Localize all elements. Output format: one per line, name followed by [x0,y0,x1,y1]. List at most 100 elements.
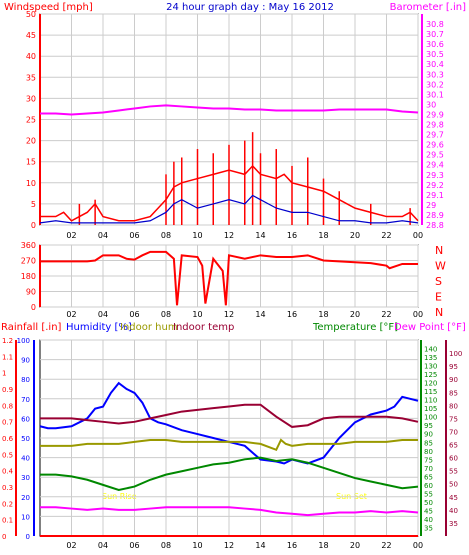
temperature-axis-title: Temperature [°F] [312,322,398,333]
barometer-tick-label: 28.8 [426,221,444,230]
temperature-tick-label: 100 [424,414,437,422]
humidity-axis-title: Humidity [%] [66,322,132,333]
x-tick-label: 20 [350,231,360,240]
barometer-tick-label: 30.5 [426,50,444,59]
rainfall-tick-label: 1 [2,370,6,378]
chart-title: 24 hour graph day : May 16 2012 [166,2,334,13]
humidity-tick-label: 0 [26,533,30,541]
x-tick-label: 12 [224,541,234,550]
humidity-tick-label: 20 [21,494,30,502]
x-tick-label: 08 [161,231,171,240]
temperature-tick-label: 110 [424,397,437,405]
temperature-tick-label: 85 [424,439,433,447]
temperature-tick-label: 80 [424,448,433,456]
temperature-tick-label: 115 [424,388,437,396]
grid-layer [40,13,419,537]
barometer-tick-label: 30.1 [426,90,444,99]
dew-point-tick-label: 80 [449,402,458,410]
x-tick-label: 10 [192,310,202,319]
x-tick-label: 20 [350,310,360,319]
winddir-tick-label: 180 [21,272,36,281]
dew-point-line [40,506,419,517]
temperature-tick-label: 40 [424,516,433,524]
windspeed-tick-label: 20 [26,137,36,146]
dew-point-tick-label: 65 [449,442,458,450]
rainfall-tick-label: 0 [2,533,6,541]
x-tick-label: 20 [350,541,360,550]
rainfall-tick-label: 0.6 [2,435,14,443]
temperature-tick-label: 60 [424,482,433,490]
temperature-tick-label: 70 [424,465,433,473]
humidity-tick-label: 80 [21,376,30,384]
rainfall-tick-label: 0.3 [2,484,13,492]
x-tick-label: 12 [224,231,234,240]
x-tick-label: 02 [66,541,76,550]
x-tick-label: 00 [413,541,423,550]
humidity-tick-label: 90 [21,357,30,365]
x-tick-label: 06 [129,310,139,319]
barometer-tick-label: 30.3 [426,70,444,79]
barometer-tick-label: 30.6 [426,40,444,49]
winddir-tick-label: 270 [21,257,36,266]
temperature-tick-label: 135 [424,354,437,362]
dew-point-tick-label: 70 [449,428,458,436]
x-tick-label: 02 [66,310,76,319]
dew-point-tick-label: 40 [449,507,458,515]
temperature-tick-label: 105 [424,405,437,413]
barometer-tick-label: 29 [426,201,436,210]
x-tick-label: 00 [413,310,423,319]
indoor-humidity-line [40,438,418,452]
compass-label: N [435,306,443,319]
x-tick-label: 06 [129,541,139,550]
windspeed-tick-label: 10 [26,179,36,188]
x-tick-label: 08 [161,541,171,550]
barometer-tick-label: 29.4 [426,161,444,170]
humidity-tick-label: 40 [21,455,30,463]
rainfall-tick-label: 0.7 [2,419,13,427]
humidity-tick-label: 10 [21,513,30,521]
indoor-hum-label: Indoor hum [120,322,178,333]
winddir-tick-label: 360 [21,241,36,250]
compass-label: W [435,260,446,273]
x-tick-label: 00 [413,231,423,240]
x-tick-label: 12 [224,310,234,319]
windspeed-tick-label: 15 [26,158,36,167]
barometer-tick-label: 29.2 [426,181,444,190]
barometer-tick-label: 29.5 [426,151,444,160]
x-tick-label: 16 [287,541,297,550]
rainfall-axis-title: Rainfall [.in] [1,322,62,333]
x-tick-label: 14 [255,310,265,319]
temperature-tick-label: 35 [424,524,433,532]
x-tick-label: 14 [255,231,265,240]
wind-average-line [39,194,419,224]
windspeed-tick-label: 50 [26,10,36,19]
winddir-tick-label: 0 [31,303,36,312]
barometer-tick-label: 28.9 [426,211,444,220]
barometer-tick-label: 29.3 [426,171,444,180]
dew-point-axis-title: Dew Point [°F] [394,322,466,333]
temperature-tick-label: 125 [424,371,437,379]
x-tick-label: 04 [98,541,108,550]
compass-label: E [435,291,442,304]
humidity-tick-label: 30 [21,474,30,482]
x-tick-label: 16 [287,231,297,240]
dew-point-tick-label: 100 [449,350,462,358]
dew-point-tick-label: 90 [449,376,458,384]
rainfall-tick-label: 0.2 [2,500,13,508]
rainfall-tick-label: 1.1 [2,353,13,361]
barometer-tick-label: 30.4 [426,60,444,69]
x-tick-label: 02 [66,231,76,240]
rainfall-tick-label: 0.5 [2,451,13,459]
windspeed-tick-label: 0 [31,221,36,230]
windspeed-axis-title: Windspeed [mph] [4,2,93,13]
winddir-tick-label: 90 [26,288,36,297]
temperature-tick-label: 75 [424,456,433,464]
barometer-tick-label: 30.2 [426,80,444,89]
rainfall-tick-label: 0.4 [2,468,14,476]
barometer-tick-label: 30 [426,100,436,109]
windspeed-tick-label: 5 [31,200,36,209]
windspeed-tick-label: 25 [26,116,36,125]
temperature-tick-label: 90 [424,431,433,439]
indoor-temperature-line [40,403,419,428]
